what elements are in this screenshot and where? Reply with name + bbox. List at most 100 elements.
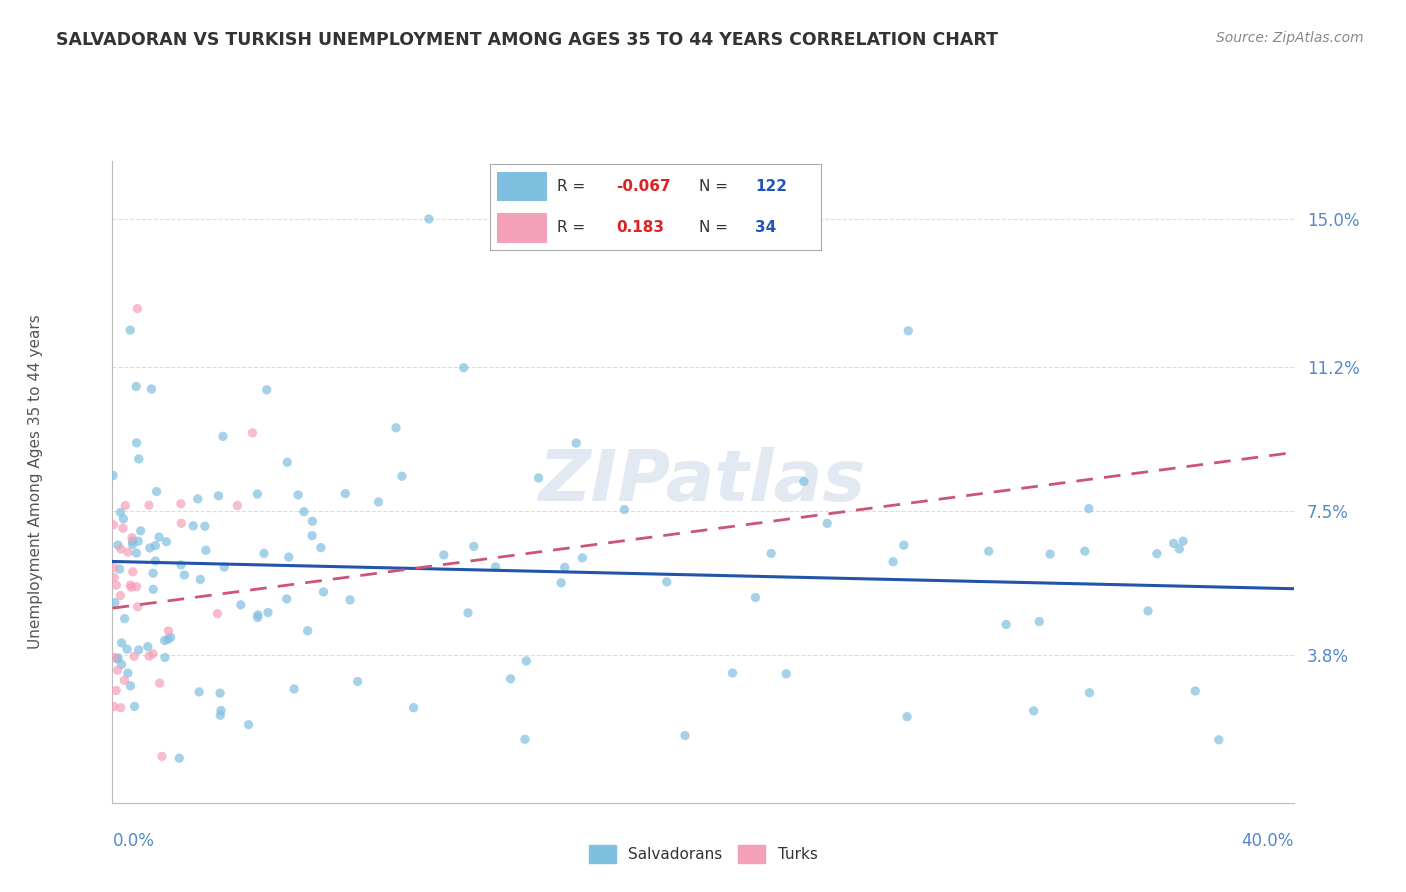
Point: [301, 514, 323, 528]
Point: [276, 591, 298, 606]
Point: [212, 560, 235, 574]
Point: [613, 502, 636, 516]
Point: [105, 683, 128, 698]
Point: [1074, 544, 1097, 558]
Point: [181, 518, 204, 533]
Point: [391, 469, 413, 483]
Point: [1137, 604, 1160, 618]
Point: [122, 649, 145, 664]
Point: [229, 598, 252, 612]
Point: [226, 499, 249, 513]
Point: [112, 673, 135, 688]
Point: [139, 541, 162, 555]
Point: [110, 636, 132, 650]
Point: [112, 512, 135, 526]
Point: [246, 487, 269, 501]
Point: [882, 555, 904, 569]
Point: [292, 505, 315, 519]
Point: [194, 519, 217, 533]
Text: Unemployment Among Ages 35 to 44 years: Unemployment Among Ages 35 to 44 years: [28, 314, 44, 649]
Point: [977, 544, 1000, 558]
Point: [145, 484, 167, 499]
Point: [103, 570, 125, 584]
Point: [793, 475, 815, 489]
Point: [655, 574, 678, 589]
Point: [815, 516, 838, 531]
Point: [242, 425, 264, 440]
Point: [108, 562, 131, 576]
Point: [143, 539, 166, 553]
Point: [153, 633, 176, 648]
Point: [142, 582, 165, 597]
Point: [110, 589, 132, 603]
Text: SALVADORAN VS TURKISH UNEMPLOYMENT AMONG AGES 35 TO 44 YEARS CORRELATION CHART: SALVADORAN VS TURKISH UNEMPLOYMENT AMONG…: [56, 31, 998, 49]
Point: [527, 471, 550, 485]
Point: [120, 578, 142, 592]
Point: [402, 700, 425, 714]
Point: [673, 729, 696, 743]
Point: [253, 546, 276, 560]
Point: [995, 617, 1018, 632]
Text: 40.0%: 40.0%: [1241, 831, 1294, 850]
Point: [346, 674, 368, 689]
Point: [127, 599, 149, 614]
Point: [896, 709, 918, 723]
Point: [1028, 615, 1050, 629]
Point: [114, 499, 136, 513]
Point: [433, 548, 456, 562]
Point: [138, 498, 160, 512]
Point: [1208, 732, 1230, 747]
Point: [107, 538, 129, 552]
Point: [136, 640, 159, 654]
Point: [101, 468, 124, 483]
Point: [105, 652, 128, 666]
Point: [170, 497, 193, 511]
Text: Source: ZipAtlas.com: Source: ZipAtlas.com: [1216, 31, 1364, 45]
Point: [103, 560, 125, 574]
Point: [103, 699, 125, 714]
Point: [238, 717, 260, 731]
Point: [128, 643, 150, 657]
Point: [121, 565, 143, 579]
Point: [103, 650, 125, 665]
Point: [156, 632, 179, 647]
Point: [170, 516, 193, 531]
Point: [339, 593, 361, 607]
Point: [277, 550, 299, 565]
Point: [1039, 547, 1062, 561]
Point: [110, 505, 132, 519]
Point: [554, 560, 576, 574]
Point: [115, 642, 138, 657]
Point: [309, 541, 332, 555]
Point: [124, 699, 146, 714]
Point: [1022, 704, 1045, 718]
Point: [114, 612, 136, 626]
Point: [125, 580, 148, 594]
Point: [107, 651, 129, 665]
Point: [157, 624, 180, 638]
Point: [148, 530, 170, 544]
Point: [1168, 541, 1191, 556]
Point: [744, 591, 766, 605]
Point: [188, 685, 211, 699]
Point: [127, 534, 149, 549]
Point: [209, 686, 232, 700]
Point: [103, 517, 125, 532]
Point: [107, 663, 129, 677]
Point: [897, 324, 920, 338]
Point: [418, 211, 440, 226]
Point: [129, 524, 152, 538]
Point: [105, 578, 128, 592]
Point: [142, 566, 165, 581]
Point: [188, 573, 211, 587]
Point: [104, 596, 127, 610]
Point: [138, 649, 160, 664]
Point: [207, 607, 229, 621]
Point: [457, 606, 479, 620]
Point: [1146, 547, 1168, 561]
Point: [1078, 686, 1101, 700]
Point: [121, 537, 143, 551]
Point: [121, 534, 143, 549]
Point: [173, 568, 195, 582]
Point: [125, 379, 148, 393]
